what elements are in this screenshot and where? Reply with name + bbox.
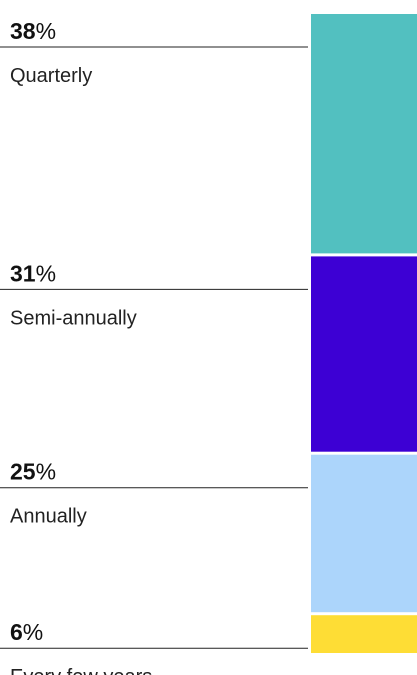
category-label: Quarterly (10, 65, 92, 87)
bar-segment (311, 615, 417, 653)
category-label: Every few years (10, 666, 152, 675)
bar-segment (311, 14, 417, 254)
value-label: 38% (10, 18, 56, 44)
bar-segment (311, 256, 417, 452)
value-label: 25% (10, 459, 56, 485)
value-label: 6% (10, 619, 43, 645)
bar-segment (311, 454, 417, 613)
category-label: Annually (10, 506, 87, 528)
category-label: Semi-annually (10, 307, 137, 329)
value-label: 31% (10, 260, 56, 286)
